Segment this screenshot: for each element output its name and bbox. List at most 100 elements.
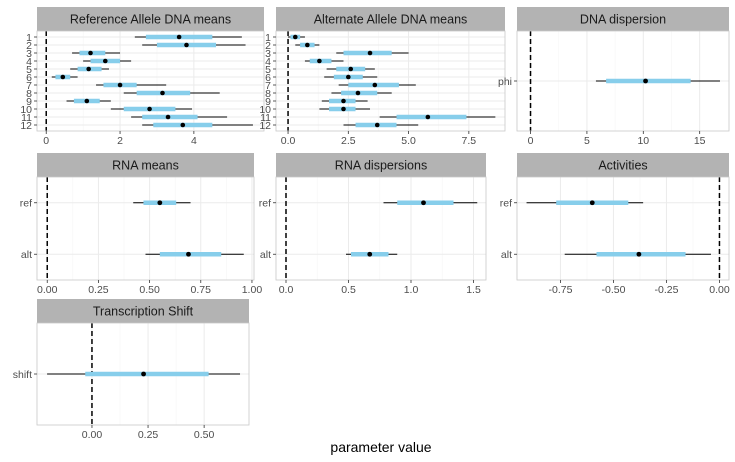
facet-strip [37, 299, 249, 323]
x-tick-label: 0.0 [279, 284, 294, 296]
y-tick-label: 9 [26, 96, 32, 108]
median-point-5 [348, 66, 354, 72]
median-point-8 [355, 90, 361, 96]
median-point-12 [374, 122, 380, 128]
facet-strip [276, 153, 486, 177]
x-tick-label: -0.25 [654, 284, 678, 296]
median-point-1 [292, 34, 298, 40]
y-tick-label: 8 [26, 88, 32, 100]
y-tick-label: 6 [26, 72, 32, 84]
median-point-2 [305, 42, 310, 48]
median-point-1 [176, 34, 182, 40]
y-tick-label: 7 [26, 80, 32, 92]
x-tick-label: 0.0 [281, 135, 296, 147]
y-tick-label: 5 [265, 64, 271, 76]
facet-7: Transcription Shift shift 0.00 0.25 0.50 [13, 299, 250, 441]
y-tick-label: 4 [26, 56, 32, 68]
y-tick-label: 3 [26, 48, 32, 60]
y-tick-label: ref [259, 198, 271, 210]
facet-3: DNA dispersion phi 0 5 10 15 [498, 7, 730, 147]
y-tick-label: 2 [265, 40, 271, 52]
x-tick-label: 0.5 [341, 284, 356, 296]
x-tick-label: 2 [117, 135, 123, 147]
facet-strip [517, 153, 729, 177]
y-tick-label: 3 [265, 48, 271, 60]
x-tick-label: 7.5 [462, 135, 477, 147]
y-tick-label: alt [260, 249, 271, 261]
y-tick-label: ref [20, 198, 32, 210]
median-point-9 [84, 98, 90, 104]
facet-4: RNA means ref alt 0.00 0.25 0.50 0.75 1.00 [20, 153, 263, 296]
y-tick-label: 10 [20, 104, 32, 116]
facet-title: Activities [598, 159, 647, 173]
x-tick-label: 1.00 [242, 284, 263, 296]
y-tick-label: 11 [260, 112, 271, 124]
median-point-3 [367, 50, 373, 56]
panel-border [275, 30, 506, 132]
y-tick-label: 9 [265, 96, 271, 108]
y-tick-label: 2 [26, 40, 32, 52]
x-tick-label: 0.00 [709, 284, 730, 296]
x-tick-label: 0.25 [138, 429, 159, 441]
facet-title: RNA dispersions [335, 159, 427, 173]
x-tick-label: 2.5 [341, 135, 356, 147]
panel-background [37, 177, 254, 280]
median-point-10 [147, 106, 152, 112]
x-tick-label: 0.00 [37, 284, 58, 296]
facet-5: RNA dispersions ref alt 0.0 0.5 1.0 1.5 [259, 153, 487, 296]
facet-panels: Reference Allele DNA means12345678910111… [13, 7, 730, 441]
facet-2: Alternate Allele DNA means12345678910111… [259, 7, 506, 147]
median-point-11 [425, 114, 431, 120]
x-tick-label: 10 [637, 135, 649, 147]
y-tick-label: 6 [265, 72, 271, 84]
y-tick-label: alt [21, 249, 32, 261]
median-point-2 [184, 42, 189, 48]
median-point-8 [160, 90, 165, 96]
facet-strip [37, 7, 264, 31]
median-point-9 [341, 98, 346, 104]
median-point-11 [165, 114, 171, 120]
x-tick-label: 0.50 [139, 284, 160, 296]
facet-strip [276, 7, 505, 31]
median-point-5 [86, 66, 91, 72]
facet-title: Transcription Shift [93, 305, 194, 319]
y-tick-label: 11 [21, 112, 32, 124]
x-tick-label: 1.5 [466, 284, 481, 296]
median-point-7 [372, 82, 378, 88]
median-point-3 [88, 50, 93, 56]
y-tick-label: 4 [265, 56, 271, 68]
panel-background [276, 177, 486, 280]
median-point-alt [186, 251, 191, 257]
median-point-ref [589, 200, 595, 206]
panel-background [517, 177, 729, 280]
panel-border [516, 176, 730, 281]
median-point-4 [317, 58, 322, 64]
x-tick-label: 1.0 [404, 284, 419, 296]
facet-title: RNA means [112, 159, 179, 173]
panel-background [37, 31, 264, 131]
median-point-ref [421, 200, 426, 206]
x-tick-label: -0.50 [601, 284, 625, 296]
median-point-phi [643, 78, 648, 84]
facet-strip [37, 153, 254, 177]
median-point-4 [102, 58, 108, 64]
facet-title: DNA dispersion [580, 13, 666, 27]
x-tick-label: 15 [694, 135, 706, 147]
x-tick-label: 0.00 [82, 429, 103, 441]
x-tick-label: 5 [584, 135, 590, 147]
median-point-12 [180, 122, 186, 128]
median-point-alt [367, 251, 373, 257]
y-tick-label: 10 [259, 104, 271, 116]
x-tick-label: 0.25 [88, 284, 109, 296]
x-tick-label: 0.75 [191, 284, 212, 296]
facet-6: Activities ref alt -0.75 -0.50 -0.25 0.00 [500, 153, 730, 296]
x-tick-label: -0.75 [548, 284, 572, 296]
panel-border [36, 176, 255, 281]
median-point-shift [141, 371, 146, 377]
x-axis-title: parameter value [330, 439, 431, 455]
x-tick-label: 4 [191, 135, 197, 147]
median-point-ref [157, 200, 163, 206]
median-point-7 [117, 82, 123, 88]
panel-border [275, 176, 487, 281]
